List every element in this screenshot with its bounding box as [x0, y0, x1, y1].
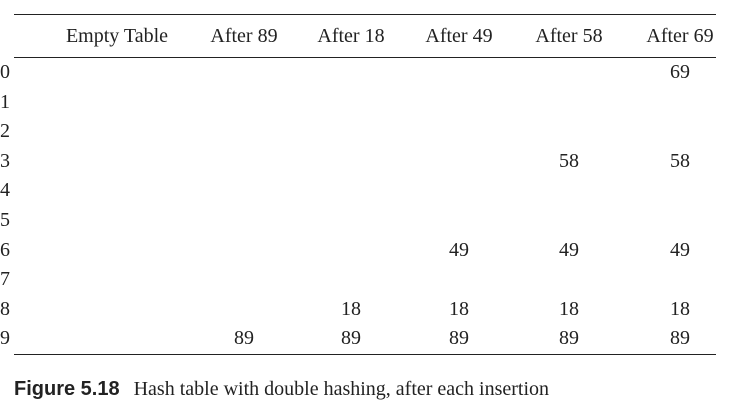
row-label: 4: [0, 179, 10, 202]
table-cell: 49: [670, 238, 690, 261]
column-header: Empty Table: [65, 25, 169, 47]
row-label: 9: [0, 327, 10, 350]
caption: Figure 5.18 Hash table with double hashin…: [14, 376, 549, 402]
row-label: 3: [0, 149, 10, 172]
table-cell: 89: [670, 327, 690, 350]
table-cell: 58: [670, 149, 690, 172]
table-cell: 58: [559, 149, 579, 172]
bottom-rule: [14, 354, 716, 355]
column-header: After 18: [317, 25, 385, 47]
row-label: 2: [0, 120, 10, 143]
row-label: 8: [0, 297, 10, 320]
table-cell: 49: [559, 238, 579, 261]
table-cell: 49: [449, 238, 469, 261]
row-label: 1: [0, 90, 10, 113]
table-cell: 89: [341, 327, 361, 350]
row-label: 0: [0, 61, 10, 83]
table-cell: 18: [341, 297, 361, 320]
row-label: 5: [0, 209, 10, 231]
column-header: After 69: [646, 25, 714, 47]
table-cell: 89: [559, 327, 579, 350]
table-cell: 18: [670, 297, 690, 320]
table-cell: 18: [449, 297, 469, 320]
column-header: After 89: [210, 25, 278, 47]
table-cell: 69: [670, 61, 690, 83]
header-rule: [14, 57, 716, 58]
table-cell: 89: [234, 327, 254, 350]
column-header: After 49: [425, 25, 493, 47]
table-cell: 18: [559, 297, 579, 320]
row-label: 6: [0, 238, 10, 261]
table-cell: 89: [449, 327, 469, 350]
row-label: 7: [0, 268, 10, 291]
caption-text: Hash table with double hashing, after ea…: [133, 378, 550, 400]
figure-number: Figure 5.18: [14, 378, 120, 400]
top-rule: [14, 14, 716, 15]
column-header: After 58: [535, 25, 603, 47]
